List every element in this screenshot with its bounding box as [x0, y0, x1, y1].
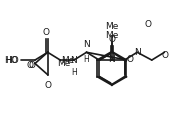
Text: HO: HO: [4, 56, 18, 65]
Text: N: N: [108, 55, 115, 64]
Text: Me: Me: [61, 56, 75, 65]
Text: Me: Me: [105, 22, 119, 31]
Text: H: H: [84, 55, 90, 64]
Text: O: O: [127, 55, 134, 64]
Text: O: O: [42, 28, 49, 37]
Text: HO: HO: [5, 56, 19, 65]
Text: N: N: [83, 40, 90, 49]
Text: H: H: [71, 68, 77, 77]
Text: O: O: [28, 61, 35, 70]
Text: N: N: [134, 48, 141, 57]
Text: O: O: [26, 61, 33, 70]
Text: O: O: [161, 51, 168, 60]
Text: O: O: [44, 82, 51, 90]
Text: O: O: [145, 20, 152, 29]
Text: O: O: [108, 35, 115, 44]
Text: N: N: [71, 56, 77, 65]
Text: Me: Me: [105, 31, 119, 40]
Text: Me: Me: [57, 59, 71, 68]
